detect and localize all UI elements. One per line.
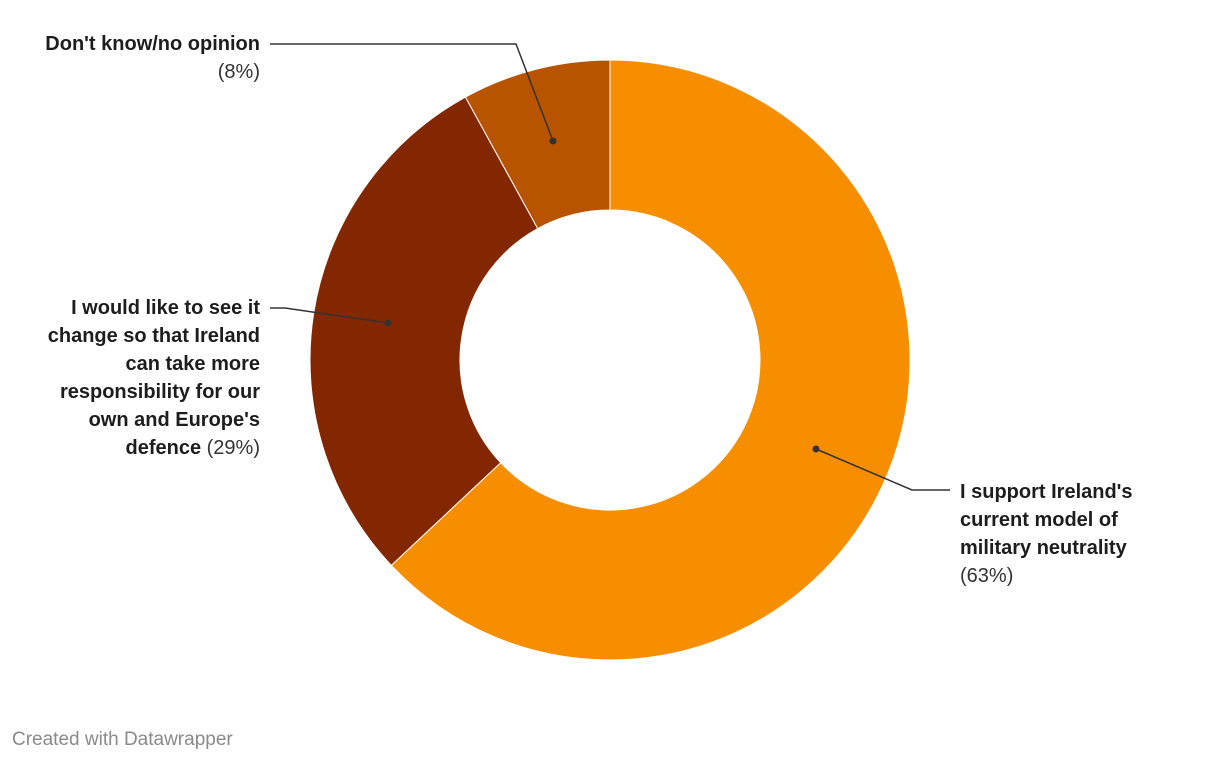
leader-lines: [270, 43, 950, 491]
slice: [464, 59, 611, 230]
label-value: (8%): [217, 61, 260, 83]
leader-dots: [384, 137, 820, 453]
leader-dot: [384, 319, 392, 327]
label-category: Don't know/no opinion: [45, 33, 260, 55]
footer: Created with Datawrapper: [12, 729, 233, 750]
slice-label: I would like to see it change so that Ir…: [15, 294, 260, 462]
slice: [390, 59, 911, 661]
label-value: (63%): [960, 565, 1014, 587]
slices: [309, 59, 911, 661]
label-category: I would like to see it change so that Ir…: [47, 297, 260, 459]
leader-dot: [812, 445, 820, 453]
label-value: (29%): [206, 437, 260, 459]
label-category: I support Ireland's current model of mil…: [960, 481, 1133, 559]
leader-line: [270, 43, 554, 142]
leader-line: [815, 448, 950, 491]
slice: [309, 96, 539, 567]
slice-label: Don't know/no opinion (8%): [10, 30, 260, 86]
leader-dot: [549, 137, 557, 145]
slice-label: I support Ireland's current model of mil…: [960, 478, 1170, 590]
leader-line: [270, 307, 389, 324]
